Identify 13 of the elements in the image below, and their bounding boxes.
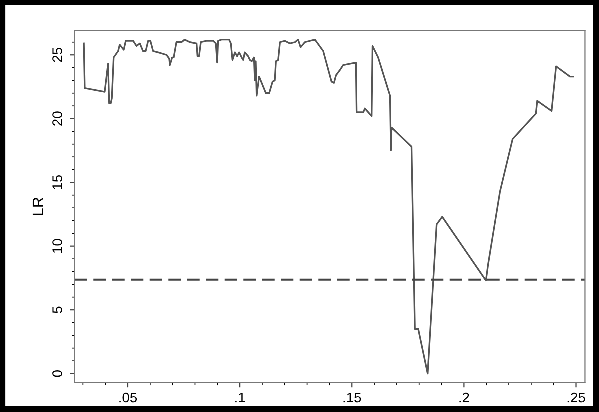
y-tick-label: 5 xyxy=(52,306,62,314)
y-tick-label: 0 xyxy=(52,370,62,378)
x-tick-label: .15 xyxy=(344,392,362,403)
y-tick-label: 15 xyxy=(52,175,62,190)
y-tick-label: 10 xyxy=(52,239,62,254)
y-axis-title: LR xyxy=(32,198,44,216)
x-tick-label: .25 xyxy=(568,392,586,403)
y-tick-label: 20 xyxy=(52,112,62,126)
x-tick-label: .05 xyxy=(120,392,138,403)
x-tick-label: .2 xyxy=(460,392,470,403)
x-tick-label: .1 xyxy=(236,392,246,403)
y-tick-label: 25 xyxy=(52,48,62,62)
line-series xyxy=(83,38,574,375)
